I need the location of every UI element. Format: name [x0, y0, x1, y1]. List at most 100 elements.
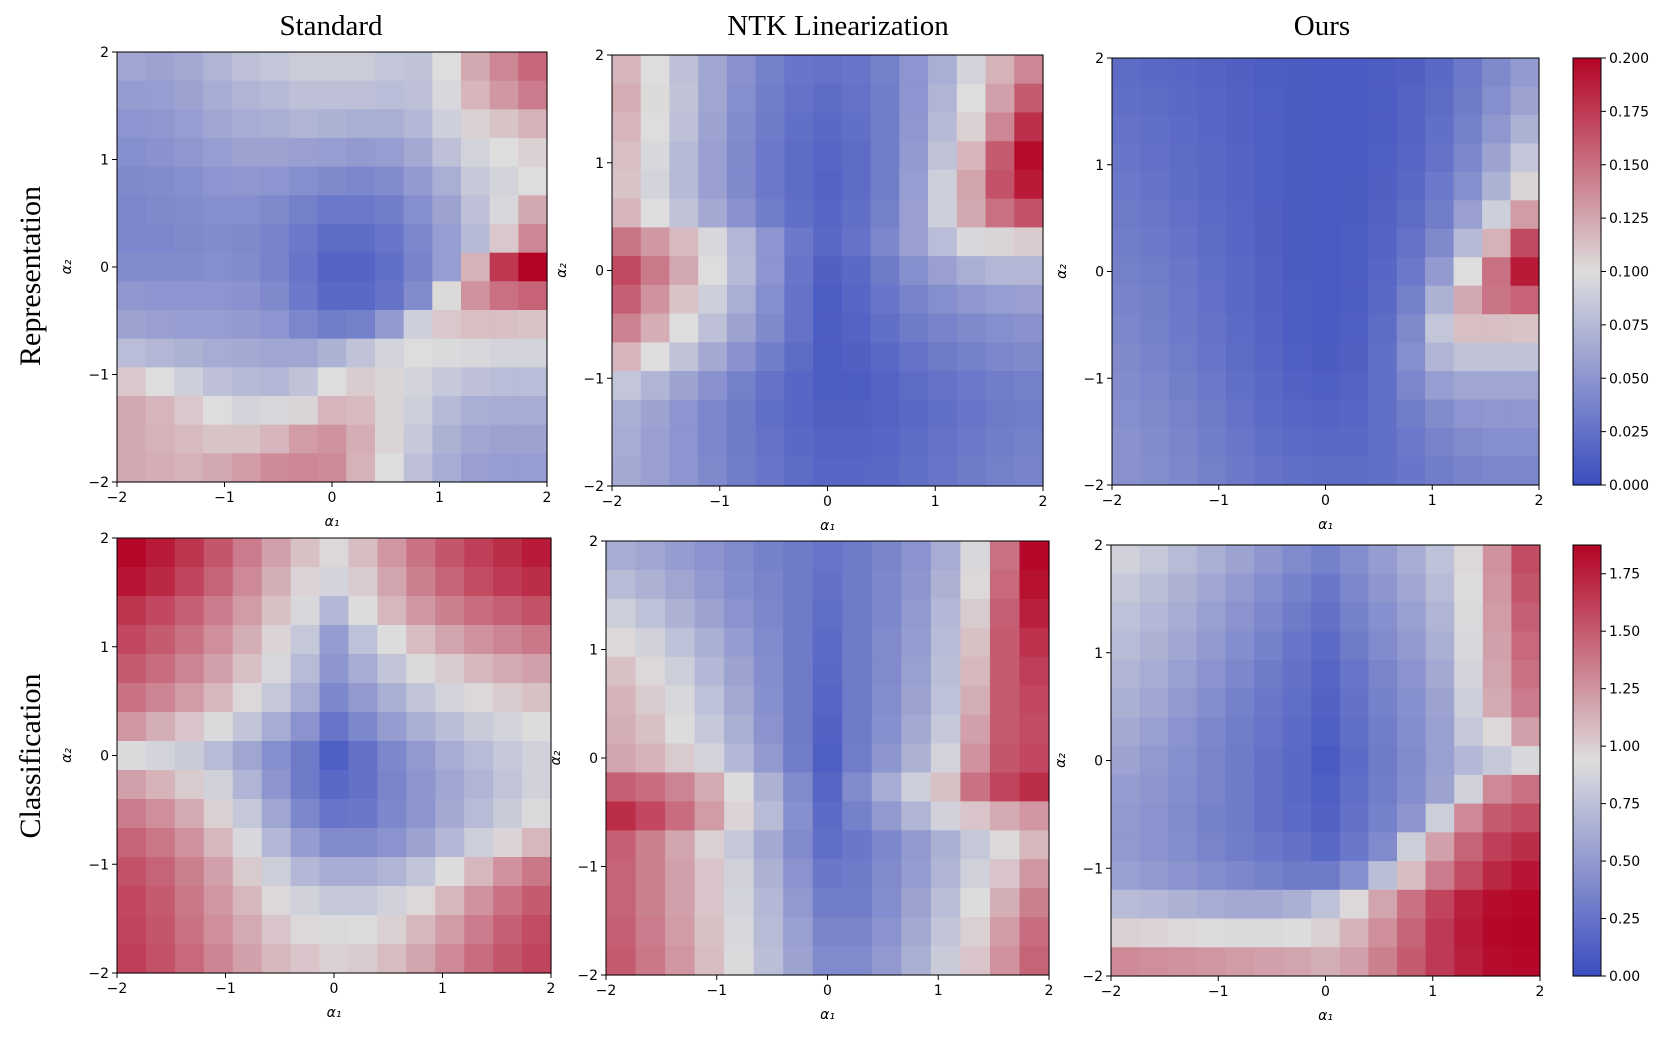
x-tick-label: −1 — [1208, 984, 1229, 1000]
heatmap-cell — [174, 683, 205, 713]
heatmap-cell — [1254, 774, 1284, 805]
colorbar-tick-label: 1.00 — [1609, 739, 1640, 755]
heatmap-cell — [606, 888, 637, 918]
heatmap-cell — [899, 371, 929, 401]
heatmap-cell — [1225, 774, 1255, 805]
heatmap-cell — [871, 859, 902, 889]
heatmap-cell — [377, 712, 407, 742]
colorbar-segment — [1573, 843, 1601, 848]
heatmap-cell — [461, 109, 491, 139]
heatmap-cell — [753, 743, 784, 774]
heatmap-cell — [117, 857, 147, 887]
heatmap-cell — [1453, 257, 1483, 287]
heatmap-cell — [783, 801, 814, 831]
heatmap-cell — [871, 801, 902, 831]
heatmap-cell — [260, 166, 290, 196]
heatmap-cell — [432, 80, 462, 110]
colorbar-segment — [1573, 371, 1601, 376]
heatmap-cell — [1140, 399, 1170, 429]
heatmap-cell — [1139, 889, 1169, 920]
heatmap-cell — [403, 52, 433, 82]
heatmap-cell — [145, 80, 175, 110]
heatmap-cell — [753, 598, 784, 629]
heatmap-cell — [960, 743, 991, 774]
heatmap-cell — [901, 656, 932, 687]
heatmap-cell — [1311, 342, 1341, 372]
heatmap-cell — [783, 598, 814, 629]
heatmap-cell — [518, 52, 548, 82]
heatmap-cell — [1111, 803, 1141, 833]
heatmap-cell — [174, 944, 205, 974]
heatmap-cell — [348, 538, 378, 568]
heatmap-cell — [989, 946, 1021, 976]
heatmap-cell — [1140, 114, 1170, 144]
heatmap-cell — [1019, 627, 1050, 658]
heatmap-cell — [1311, 285, 1341, 315]
colorbar-segment — [1573, 667, 1601, 672]
colorbar-segment — [1573, 598, 1601, 604]
heatmap-cell — [1196, 832, 1226, 862]
heatmap-cell — [665, 598, 696, 629]
heatmap-cell — [606, 714, 637, 745]
heatmap-cell — [1453, 342, 1483, 372]
heatmap-cell — [755, 169, 785, 200]
heatmap-cell — [145, 310, 175, 340]
heatmap-cell — [956, 399, 987, 430]
heatmap-cell — [117, 252, 147, 282]
heatmap-cell — [1339, 947, 1369, 977]
heatmap-cell — [290, 828, 321, 858]
heatmap-cell — [1339, 573, 1369, 604]
heatmap-cell — [1196, 545, 1226, 575]
heatmap-cell — [1396, 399, 1426, 429]
colorbar-segment — [1573, 253, 1601, 258]
colorbar-segment — [1573, 677, 1601, 683]
heatmap-cell — [522, 596, 552, 626]
heatmap-cell — [1111, 746, 1141, 776]
heatmap-cell — [841, 313, 872, 343]
heatmap-cell — [1254, 659, 1284, 690]
heatmap-cell — [635, 598, 666, 629]
heatmap-cell — [348, 625, 378, 655]
colorbar-segment — [1573, 742, 1601, 747]
heatmap-cell — [753, 888, 784, 918]
heatmap-cell — [1140, 228, 1170, 258]
heatmap-cell — [1339, 371, 1369, 401]
heatmap-cell — [928, 428, 958, 458]
heatmap-cell — [755, 256, 785, 286]
heatmap-cell — [1139, 717, 1169, 747]
heatmap-cell — [1453, 285, 1483, 315]
heatmap-cell — [406, 683, 436, 713]
heatmap-cell — [522, 857, 552, 887]
heatmap-cell — [960, 627, 991, 658]
heatmap-cell — [960, 685, 991, 716]
heatmap-cell — [989, 627, 1021, 658]
heatmap-cell — [117, 109, 147, 139]
colorbar-segment — [1573, 685, 1601, 690]
heatmap-cell — [985, 342, 1015, 372]
heatmap-cell — [232, 770, 263, 800]
heatmap-cell — [1511, 918, 1541, 948]
heatmap-cell — [606, 569, 637, 600]
y-tick-label: 0 — [595, 264, 604, 280]
heatmap-cell — [930, 627, 961, 658]
heatmap-cell — [289, 338, 319, 368]
heatmap-cell — [871, 685, 902, 716]
heatmap-cell — [1397, 774, 1427, 805]
heatmap-cell — [812, 859, 843, 889]
heatmap-cell — [665, 888, 696, 918]
heatmap-cell — [493, 770, 523, 800]
heatmap-cell — [635, 569, 666, 600]
heatmap-cell — [203, 424, 233, 454]
heatmap-cell — [985, 313, 1015, 343]
colorbar-segment — [1573, 132, 1601, 137]
heatmap-cell — [1014, 55, 1044, 85]
heatmap-cell — [612, 342, 642, 372]
x-tick-label: −2 — [1102, 493, 1123, 509]
heatmap-cell — [606, 830, 637, 860]
heatmap-cell — [1254, 257, 1284, 287]
heatmap-cell — [1168, 342, 1198, 372]
heatmap-cell — [842, 656, 873, 687]
colorbar-segment — [1573, 267, 1601, 273]
heatmap-cell — [1254, 456, 1284, 486]
heatmap-cell — [260, 52, 290, 82]
